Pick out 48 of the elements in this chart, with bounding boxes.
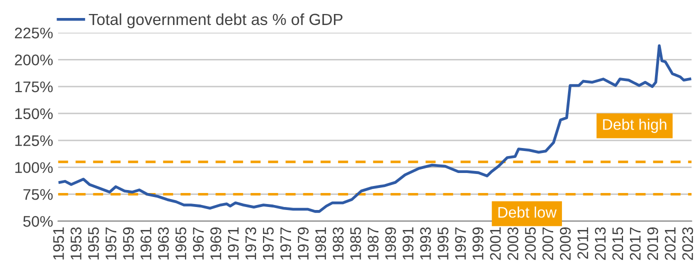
y-tick-label: 125% (15, 135, 53, 146)
x-tick-label: 1969 (210, 227, 222, 260)
x-tick-label: 1993 (420, 227, 431, 260)
y-tick-label: 175% (15, 82, 53, 92)
x-tick-label: 1963 (158, 227, 169, 260)
x-tick-label: 2021 (664, 227, 676, 260)
x-tick-label: 1999 (472, 227, 484, 260)
x-tick-label: 2015 (612, 227, 624, 260)
x-tick-label: 1967 (192, 227, 204, 260)
x-tick-label: 2019 (647, 227, 658, 260)
x-tick-label: 1997 (455, 227, 466, 260)
x-tick-label: 1955 (88, 227, 99, 260)
x-tick-label: 1973 (245, 227, 256, 260)
ref-line-label: Debt low (498, 206, 557, 218)
x-tick-label: 1957 (106, 227, 116, 260)
x-tick-label: 2011 (577, 227, 588, 259)
ref-line-label: Debt high (603, 118, 666, 133)
y-tick-label: 225% (14, 28, 53, 38)
legend-label: Total government debt as % of GDP (88, 13, 342, 28)
x-tick-label: 2013 (594, 227, 606, 260)
x-tick-label: 2007 (542, 227, 554, 260)
x-tick-label: 1985 (350, 227, 362, 260)
x-tick-label: 2023 (682, 227, 694, 260)
x-tick-label: 1965 (175, 227, 186, 260)
x-tick-label: 1971 (228, 227, 239, 260)
x-tick-label: 1991 (402, 227, 414, 260)
x-tick-label: 1975 (262, 227, 274, 260)
x-tick-label: 2001 (490, 227, 501, 260)
x-tick-label: 1977 (280, 227, 292, 260)
y-tick-label: 50% (23, 216, 53, 227)
x-tick-label: 2017 (630, 227, 641, 260)
x-tick-label: 1959 (123, 227, 134, 260)
x-tick-label: 1987 (368, 227, 379, 260)
y-tick-label: 200% (14, 54, 53, 66)
x-tick-label: 1981 (315, 227, 326, 260)
x-tick-label: 1961 (140, 227, 152, 260)
y-tick-label: 75% (23, 189, 53, 200)
x-tick-label: 1995 (438, 227, 448, 260)
x-tick-label: 2009 (560, 227, 571, 260)
y-tick-label: 100% (15, 162, 53, 173)
x-tick-label: 2005 (524, 227, 536, 260)
y-tick-label: 150% (15, 108, 53, 120)
x-tick-label: 1983 (332, 227, 344, 260)
x-tick-label: 1953 (70, 227, 82, 260)
x-tick-label: 1951 (53, 227, 64, 260)
x-tick-label: 1979 (298, 227, 309, 260)
x-tick-label: 2003 (508, 227, 518, 260)
x-tick-label: 1989 (385, 227, 396, 260)
